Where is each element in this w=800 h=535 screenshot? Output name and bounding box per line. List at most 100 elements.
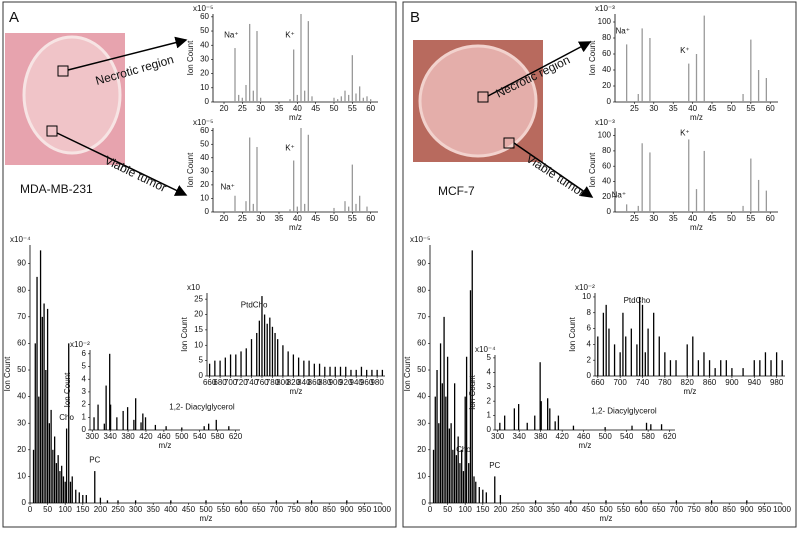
- x-tick-label: 30: [649, 104, 658, 113]
- y-tick-label: 0: [205, 97, 210, 106]
- y-tick-label: 10: [17, 472, 26, 481]
- annotation: Na⁺: [220, 183, 234, 192]
- x-tick-label: 800: [276, 378, 290, 387]
- y-tick-label: 0: [607, 97, 612, 106]
- y-tick-label: 90: [417, 259, 426, 268]
- y-tick-label: 0: [199, 371, 204, 380]
- x-tick-label: 750: [687, 505, 701, 514]
- x-tick-label: 700: [270, 505, 284, 514]
- x-tick-label: 45: [708, 214, 717, 223]
- x-tick-label: 340: [512, 432, 526, 441]
- y-tick-label: 70: [17, 312, 26, 321]
- x-tick-label: 420: [555, 432, 569, 441]
- x-tick-label: 200: [94, 505, 108, 514]
- x-tick-label: 740: [636, 378, 650, 387]
- arrow: [67, 36, 188, 71]
- plot-area: [213, 128, 378, 212]
- y-tick-label: 2: [82, 400, 87, 409]
- x-axis-label: m/z: [159, 441, 172, 450]
- y-tick-label: 0: [587, 371, 592, 380]
- x-tick-label: 300: [86, 432, 100, 441]
- arrow: [56, 132, 188, 196]
- y-tick-label: 60: [602, 161, 611, 170]
- y-tick-label: 80: [602, 146, 611, 155]
- y-tick-label: 40: [17, 392, 26, 401]
- y-axis-label: Ion Count: [3, 356, 12, 391]
- x-tick-label: 420: [139, 432, 153, 441]
- y-tick-label: 100: [598, 131, 612, 140]
- x-tick-label: 980: [770, 378, 784, 387]
- x-tick-label: 30: [256, 104, 265, 113]
- x-tick-label: 500: [175, 432, 189, 441]
- x-tick-label: 860: [308, 378, 322, 387]
- x-tick-label: 35: [669, 104, 678, 113]
- x-tick-label: 680: [213, 378, 227, 387]
- y-tick-label: 2: [587, 355, 592, 364]
- x-tick-label: 1000: [373, 505, 391, 514]
- annotation: K⁺: [285, 30, 295, 39]
- y-tick-label: 4: [587, 339, 592, 348]
- annotation: 1,2- Diacylglycerol: [591, 406, 657, 415]
- panel-border: [2, 1, 397, 528]
- x-tick-label: 880: [318, 378, 332, 387]
- y-tick-label: 70: [417, 312, 426, 321]
- x-tick-label: 25: [238, 214, 247, 223]
- y-tick-label: 40: [200, 40, 209, 49]
- y-tick-label: 80: [17, 285, 26, 294]
- x-tick-label: 460: [577, 432, 591, 441]
- x-tick-label: 620: [663, 432, 677, 441]
- x-tick-label: 850: [723, 505, 737, 514]
- x-tick-label: 350: [547, 505, 561, 514]
- y-tick-label: 60: [200, 12, 209, 21]
- roi-box: [57, 65, 69, 77]
- x-tick-label: 55: [348, 214, 357, 223]
- x-tick-label: 40: [293, 104, 302, 113]
- y-tick-label: 90: [17, 259, 26, 268]
- y-tick-label: 0: [22, 498, 27, 507]
- x-tick-label: 55: [746, 104, 755, 113]
- x-tick-label: 300: [491, 432, 505, 441]
- y-tick-label: 3: [82, 387, 87, 396]
- y-tick-label: 30: [17, 418, 26, 427]
- x-tick-label: 300: [129, 505, 143, 514]
- y-tick-label: 10: [194, 340, 203, 349]
- x-tick-label: 600: [235, 505, 249, 514]
- panel-label: B: [410, 9, 420, 26]
- x-tick-label: 35: [669, 214, 678, 223]
- x-tick-label: 660: [203, 378, 217, 387]
- x-tick-label: 900: [725, 378, 739, 387]
- x-axis-label: m/z: [289, 113, 302, 122]
- x-tick-label: 950: [358, 505, 372, 514]
- y-tick-label: 60: [417, 339, 426, 348]
- arrow: [513, 142, 594, 198]
- annotation: Cho: [59, 413, 74, 422]
- y-tick-label: 15: [194, 325, 203, 334]
- annotation: Na⁺: [224, 30, 238, 39]
- x-tick-label: 400: [164, 505, 178, 514]
- x-tick-label: 860: [703, 378, 717, 387]
- x-tick-label: 700: [613, 378, 627, 387]
- x-tick-label: 940: [748, 378, 762, 387]
- y-tick-label: 20: [602, 81, 611, 90]
- exponent-label: x10⁻³: [595, 4, 615, 13]
- y-tick-label: 4: [487, 367, 492, 376]
- x-tick-label: 760: [255, 378, 269, 387]
- y-tick-label: 60: [602, 49, 611, 58]
- y-tick-label: 20: [200, 69, 209, 78]
- y-tick-label: 2: [487, 396, 492, 405]
- y-tick-label: 30: [200, 55, 209, 64]
- x-tick-label: 400: [564, 505, 578, 514]
- x-tick-label: 50: [43, 505, 52, 514]
- y-tick-label: 8: [587, 308, 592, 317]
- y-axis-label: Ion Count: [588, 152, 597, 187]
- y-tick-label: 5: [82, 362, 87, 371]
- x-tick-label: 720: [234, 378, 248, 387]
- x-axis-label: m/z: [289, 223, 302, 232]
- x-tick-label: 50: [443, 505, 452, 514]
- panel-label: A: [9, 9, 19, 26]
- annotation: PC: [89, 456, 100, 465]
- y-tick-label: 0: [607, 207, 612, 216]
- y-axis-label: Ion Count: [186, 40, 195, 75]
- x-tick-label: 45: [311, 104, 320, 113]
- x-tick-label: 20: [220, 104, 229, 113]
